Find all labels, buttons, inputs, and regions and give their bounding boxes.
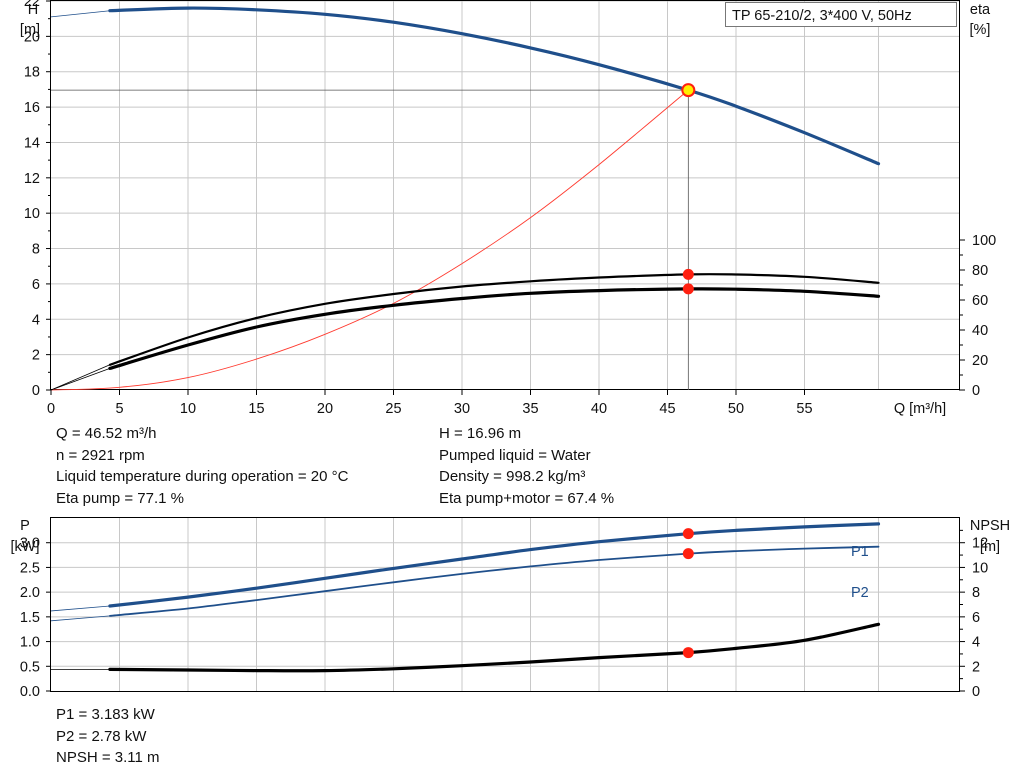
curve-thick-black (108, 622, 881, 673)
head-value: H = 16.96 m (439, 425, 522, 442)
npsh-tick-label: 6 (972, 610, 980, 626)
p-axis-label: P (20, 518, 30, 534)
liquid-temperature: Liquid temperature during operation = 20… (56, 468, 349, 485)
x-tick-label: 45 (659, 401, 675, 417)
x-tick-label: 5 (115, 401, 123, 417)
curve-medium-black (108, 273, 880, 366)
npsh-tick-label: 0 (972, 684, 980, 700)
npsh-tick-label: 12 (972, 536, 988, 552)
curve-p1 (108, 522, 881, 608)
eta-tick-label: 80 (972, 263, 988, 279)
info-right: H = 16.96 m Pumped liquid = Water Densit… (439, 423, 614, 509)
y-tick-label: 14 (24, 135, 40, 151)
p-axis-unit: [kW] (11, 539, 40, 555)
eta-tick-label: 40 (972, 323, 988, 339)
top-plot-frame (50, 0, 960, 390)
eta-pump-motor-value: Eta pump+motor = 67.4 % (439, 489, 615, 507)
y-tick-label: 4 (32, 312, 40, 328)
p-tick-label: 1.5 (20, 610, 40, 626)
operating-point-marker (682, 548, 694, 560)
npsh-tick-label: 10 (972, 560, 988, 576)
curve-thick-blue (108, 6, 881, 166)
y-tick-label: 16 (24, 100, 40, 116)
eta-tick-label: 100 (972, 233, 996, 249)
y-tick-label: 20 (24, 29, 40, 45)
speed-value: n = 2921 rpm (56, 446, 145, 464)
flow-value: Q = 46.52 m³/h (56, 425, 157, 442)
p-tick-label: 0.5 (20, 659, 40, 675)
y-tick-label: 2 (32, 348, 40, 364)
eta-axis-label: eta (970, 2, 991, 18)
h-axis-unit: [m] (20, 22, 40, 38)
y-tick-label: 18 (24, 65, 40, 81)
curve-lead-in (50, 368, 111, 391)
top-chart-grid (51, 0, 959, 390)
x-tick-label: 10 (180, 401, 196, 417)
y-tick-label: 8 (32, 242, 40, 258)
eta-tick-label: 60 (972, 293, 988, 309)
eta-tick-label: 0 (972, 383, 980, 399)
top-chart-series (50, 6, 881, 391)
npsh-tick-label: 4 (972, 635, 980, 651)
info-left: Q = 46.52 m³/h n = 2921 rpm Liquid tempe… (56, 423, 348, 509)
curve-lead-in (50, 605, 110, 612)
p2-value: P2 = 2.78 kW (56, 727, 147, 745)
p-tick-label: 0.0 (20, 684, 40, 700)
y-tick-label: 6 (32, 277, 40, 293)
curve-lead-in (50, 615, 110, 622)
p2-curve-label: P2 (851, 585, 869, 601)
eta-tick-label: 20 (972, 353, 988, 369)
p-tick-label: 2.5 (20, 560, 40, 576)
operating-point-marker (682, 268, 694, 280)
x-tick-label: 40 (591, 401, 607, 417)
x-tick-label: 20 (317, 401, 333, 417)
y-tick-label: 0 (32, 383, 40, 399)
p1-curve-label: P1 (851, 544, 869, 560)
p-tick-label: 2.0 (20, 585, 40, 601)
y-tick-label: 10 (24, 206, 40, 222)
npsh-axis-label: NPSH (970, 518, 1010, 534)
operating-point-marker (682, 528, 694, 540)
eta-axis-unit: [%] (970, 22, 991, 38)
q-axis-label: Q [m³/h] (894, 401, 946, 417)
npsh-tick-label: 2 (972, 659, 980, 675)
bottom-chart-ticks: 0.0 0.5 1.0 1.5 2.0 2.5 3.0 0 2 4 6 8 10 12 (20, 529, 988, 700)
top-chart-ticks: 0 5 10 15 20 25 30 35 40 45 50 55 0 2 4 6 8 10 12 14 16 18 20 2… (24, 0, 996, 417)
p-tick-label: 3.0 (20, 536, 40, 552)
npsh-tick-label: 8 (972, 585, 980, 601)
title-box (725, 2, 957, 27)
npsh-axis-unit: [m] (980, 539, 1000, 555)
y-tick-label: 12 (24, 171, 40, 187)
npsh-value: NPSH = 3.11 m (56, 749, 160, 766)
bottom-chart-series (50, 522, 881, 673)
operating-point-marker (682, 283, 694, 295)
h-axis-label: H (28, 2, 38, 18)
info-bottom: P1 = 3.183 kW P2 = 2.78 kW NPSH = 3.11 m (56, 704, 160, 769)
eta-pump-value: Eta pump = 77.1 % (56, 489, 184, 507)
curve-lead-in (50, 10, 110, 18)
duty-point-marker (681, 83, 696, 98)
x-tick-label: 30 (454, 401, 470, 417)
curve-p2 (109, 545, 880, 617)
x-tick-label: 50 (728, 401, 744, 417)
pump-title: TP 65-210/2, 3*400 V, 50Hz (732, 8, 912, 24)
x-tick-label: 25 (385, 401, 401, 417)
x-tick-label: 15 (248, 401, 264, 417)
operating-points (681, 83, 696, 659)
pumped-liquid: Pumped liquid = Water (439, 446, 591, 464)
x-tick-label: 35 (522, 401, 538, 417)
y-tick-label: 22 (24, 0, 40, 10)
x-tick-label: 55 (796, 401, 812, 417)
p-tick-label: 1.0 (20, 635, 40, 651)
bottom-plot-frame (50, 517, 960, 692)
operating-point-marker (682, 647, 694, 659)
system-curve (50, 89, 689, 391)
density-value: Density = 998.2 kg/m³ (439, 468, 586, 485)
curve-lead-in (50, 364, 111, 391)
p1-value: P1 = 3.183 kW (56, 706, 155, 723)
bottom-chart-grid (51, 518, 959, 691)
curve-thick-black (108, 287, 881, 370)
x-tick-label: 0 (47, 401, 55, 417)
